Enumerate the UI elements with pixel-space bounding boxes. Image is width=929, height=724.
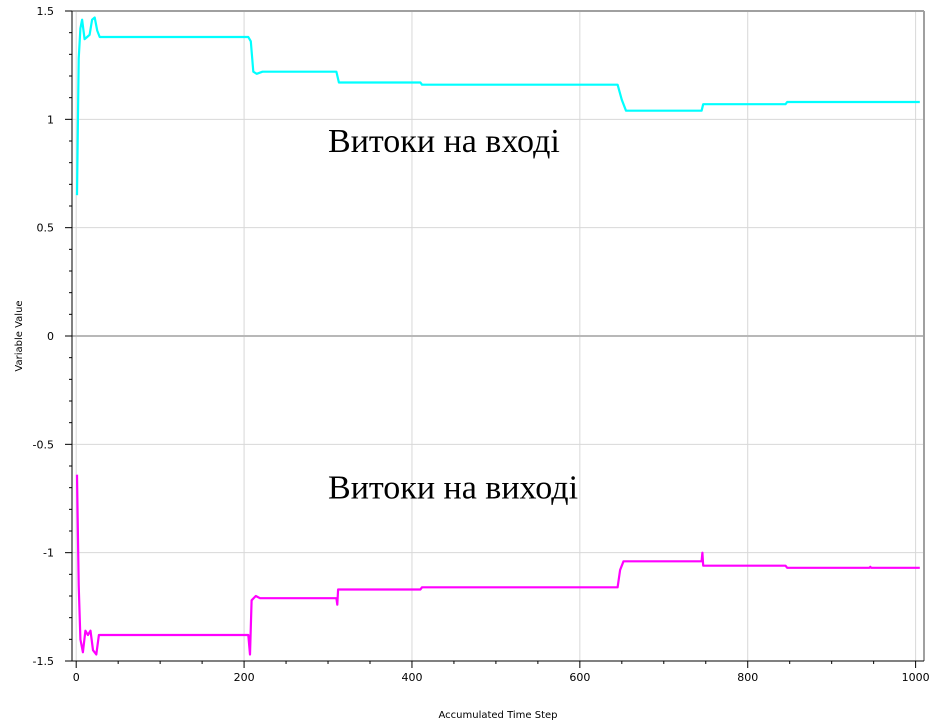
axes xyxy=(65,10,925,668)
grid xyxy=(72,10,924,662)
x-tick-label: 400 xyxy=(401,671,422,684)
y-tick-label: -1.5 xyxy=(33,655,54,668)
x-tick-label: 0 xyxy=(73,671,80,684)
x-tick-label: 1000 xyxy=(902,671,929,684)
y-tick-label: 0 xyxy=(47,330,54,343)
y-axis-title: Variable Value xyxy=(14,300,25,371)
annotation-2: Витоки на виході xyxy=(328,470,578,507)
annotation-1: Витоки на вході xyxy=(328,123,560,160)
series-line-2 xyxy=(75,474,920,656)
y-tick-label: -1 xyxy=(43,547,54,560)
series-line-1 xyxy=(75,16,920,196)
y-tick-label: 1.5 xyxy=(37,5,55,18)
x-tick-label: 200 xyxy=(234,671,255,684)
x-tick-label: 600 xyxy=(569,671,590,684)
x-tick-label: 800 xyxy=(737,671,758,684)
y-tick-label: 1 xyxy=(47,113,54,126)
y-tick-label: -0.5 xyxy=(33,438,54,451)
series-layer xyxy=(75,16,920,656)
y-tick-label: 0.5 xyxy=(37,222,55,235)
tick-labels: 0 200 400 600 800 1000 1.5 1 0.5 0 -0.5 -1 -1.5 Accum… xyxy=(14,5,929,721)
x-axis-title: Accumulated Time Step xyxy=(438,710,557,721)
annotations: Витоки на вході Витоки на виході xyxy=(328,123,578,507)
